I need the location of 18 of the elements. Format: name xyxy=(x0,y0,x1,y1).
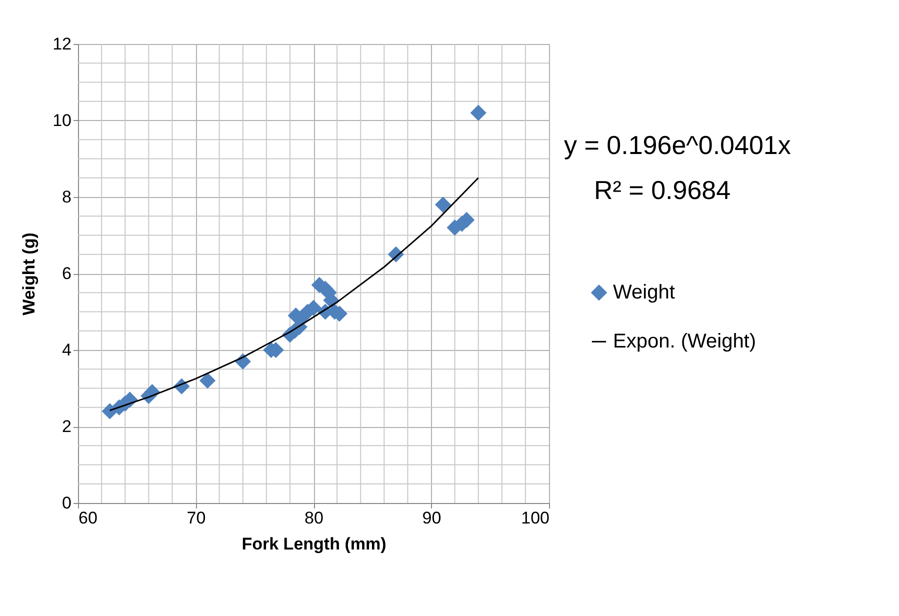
y-tick-label: 8 xyxy=(62,188,72,206)
x-tick-label: 100 xyxy=(521,508,550,528)
text: y = 0.196e^0.0401x xyxy=(564,130,791,160)
x-axis-title: Fork Length (mm) xyxy=(242,534,386,554)
x-tick-label: 70 xyxy=(186,508,206,528)
x-tick-label: 90 xyxy=(422,508,442,528)
y-tick-label: 12 xyxy=(52,34,72,54)
text: R² = 0.9684 xyxy=(594,175,731,205)
y-tick-label: 10 xyxy=(52,111,72,130)
legend-label: Expon. (Weight) xyxy=(613,330,756,353)
y-axis-title: Weight (g) xyxy=(20,232,39,316)
legend-label: Weight xyxy=(613,282,676,304)
x-tick-label: 60 xyxy=(78,508,98,528)
y-tick-label: 4 xyxy=(62,340,72,360)
y-tick-label: 6 xyxy=(62,264,72,283)
y-tick-label: 2 xyxy=(62,417,72,436)
y-tick-label: 0 xyxy=(62,494,72,512)
x-tick-label: 80 xyxy=(304,508,324,528)
